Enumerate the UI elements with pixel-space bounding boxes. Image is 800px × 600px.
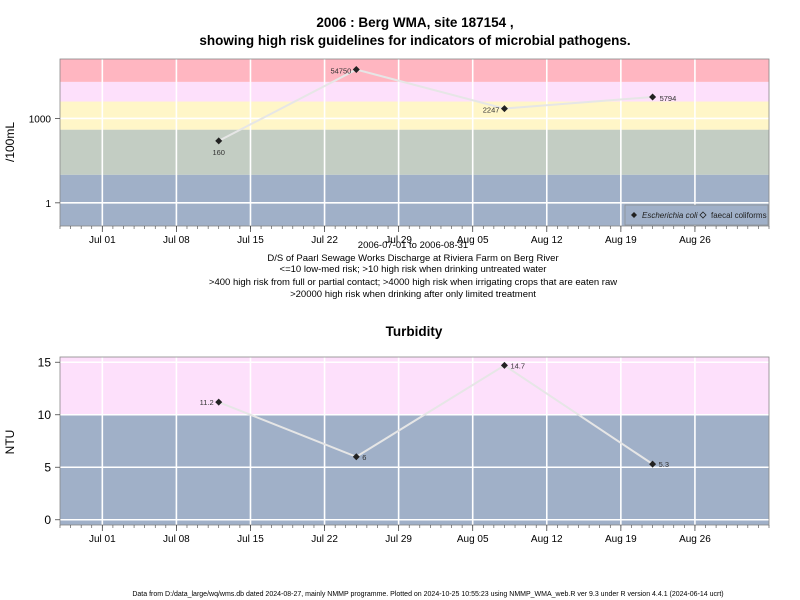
x-tick-label-turbidity-8: Aug 26 bbox=[679, 534, 711, 545]
note-date-range: 2006-07-01 to 2006-08-31 bbox=[358, 240, 468, 251]
x-tick-label-turbidity-7: Aug 19 bbox=[605, 534, 637, 545]
y-tick-label-turbidity-1: 5 bbox=[44, 460, 51, 474]
series-turbidity: 11.2 6 14.7 5.3 bbox=[200, 361, 669, 469]
chart-title-line1: 2006 : Berg WMA, site 187154 , bbox=[316, 15, 513, 30]
risk-band-microbial-2 bbox=[60, 101, 769, 130]
legend-marker-ecoli bbox=[631, 212, 637, 218]
footer-note: Data from D:/data_large/wq/wms.db dated … bbox=[132, 591, 723, 598]
data-point-microbial-2 bbox=[500, 105, 508, 113]
x-tick-label-turbidity-6: Aug 12 bbox=[531, 534, 563, 545]
risk-band-microbial-1 bbox=[60, 129, 769, 175]
legend: Escherichia coli faecal coliforms bbox=[624, 204, 769, 226]
x-tick-label-turbidity-2: Jul 15 bbox=[237, 534, 264, 545]
data-label-microbial-2: 2247 bbox=[483, 106, 500, 115]
legend-label-ecoli: Escherichia coli bbox=[642, 211, 698, 220]
data-label-microbial-1: 54750 bbox=[330, 67, 351, 76]
y-tick-label-microbial-1: 1000 bbox=[29, 114, 52, 125]
note-risk-3: >20000 high risk when drinking after onl… bbox=[290, 289, 536, 300]
risk-bands-turbidity bbox=[60, 357, 769, 525]
x-tick-label-turbidity-1: Jul 08 bbox=[163, 534, 190, 545]
note-risk-2: >400 high risk from full or partial cont… bbox=[209, 277, 617, 288]
x-tick-label-microbial-8: Aug 26 bbox=[679, 235, 711, 246]
grid-turbidity bbox=[60, 357, 769, 525]
risk-band-turbidity-1 bbox=[60, 357, 769, 415]
series-microbial: 160 54750 2247 5794 bbox=[212, 66, 676, 157]
plot-frame-microbial bbox=[59, 58, 770, 227]
risk-band-microbial-3 bbox=[60, 81, 769, 102]
x-tick-label-microbial-0: Jul 01 bbox=[89, 235, 116, 246]
data-label-microbial-3: 5794 bbox=[660, 94, 677, 103]
data-point-turbidity-3 bbox=[649, 460, 657, 468]
risk-band-microbial-4 bbox=[60, 59, 769, 82]
x-tick-label-turbidity-5: Aug 05 bbox=[457, 534, 489, 545]
data-point-microbial-3 bbox=[649, 93, 657, 101]
grid-microbial bbox=[60, 59, 769, 226]
y-tick-label-microbial-0: 1 bbox=[45, 199, 51, 210]
y-tick-label-turbidity-3: 15 bbox=[38, 355, 52, 369]
data-label-turbidity-0: 11.2 bbox=[200, 398, 214, 407]
x-tick-label-microbial-3: Jul 22 bbox=[311, 235, 338, 246]
y-tick-label-turbidity-0: 0 bbox=[44, 513, 51, 527]
chart-title-turbidity: Turbidity bbox=[386, 324, 443, 339]
note-risk-1: <=10 low-med risk; >10 high risk when dr… bbox=[280, 264, 547, 275]
x-tick-label-microbial-4: Jul 29 bbox=[385, 235, 412, 246]
data-label-turbidity-1: 6 bbox=[362, 453, 366, 462]
data-point-turbidity-2 bbox=[500, 361, 508, 369]
data-point-microbial-0 bbox=[215, 137, 223, 145]
risk-bands-microbial bbox=[60, 59, 769, 226]
axes-microbial: 1 1000 Jul 01 Jul 08 Jul 15 Jul 22 Jul 29 Aug 0… bbox=[29, 114, 770, 246]
data-point-turbidity-1 bbox=[352, 453, 360, 461]
data-label-microbial-0: 160 bbox=[212, 148, 225, 157]
plot-frame-turbidity bbox=[59, 356, 770, 526]
x-tick-label-microbial-7: Aug 19 bbox=[605, 235, 637, 246]
data-point-microbial-1 bbox=[352, 66, 360, 74]
y-tick-label-turbidity-2: 10 bbox=[38, 408, 52, 422]
x-tick-label-microbial-2: Jul 15 bbox=[237, 235, 264, 246]
data-label-turbidity-2: 14.7 bbox=[510, 361, 525, 370]
y-axis-label-turbidity: NTU bbox=[3, 430, 17, 455]
x-tick-label-microbial-5: Aug 05 bbox=[457, 235, 489, 246]
note-site-description: D/S of Paarl Sewage Works Discharge at R… bbox=[267, 253, 558, 264]
axes-turbidity: 0 5 10 15 Jul 01 Jul 08 Jul 15 Jul 22 Jul 29 Aug … bbox=[38, 355, 770, 545]
x-tick-label-microbial-1: Jul 08 bbox=[163, 235, 190, 246]
x-tick-label-turbidity-3: Jul 22 bbox=[311, 534, 338, 545]
data-label-turbidity-3: 5.3 bbox=[659, 460, 669, 469]
series-line-microbial-0 bbox=[218, 68, 653, 142]
x-tick-label-microbial-6: Aug 12 bbox=[531, 235, 563, 246]
x-tick-label-turbidity-0: Jul 01 bbox=[89, 534, 116, 545]
legend-label-faecal: faecal coliforms bbox=[711, 211, 767, 220]
y-axis-label-microbial: /100mL bbox=[3, 122, 17, 162]
risk-band-turbidity-0 bbox=[60, 414, 769, 525]
data-point-turbidity-0 bbox=[215, 398, 223, 406]
series-line-turbidity-0 bbox=[218, 364, 654, 465]
legend-box bbox=[624, 204, 769, 226]
legend-marker-faecal bbox=[699, 211, 707, 219]
x-tick-label-turbidity-4: Jul 29 bbox=[385, 534, 412, 545]
chart-title-line2: showing high risk guidelines for indicat… bbox=[199, 33, 630, 48]
